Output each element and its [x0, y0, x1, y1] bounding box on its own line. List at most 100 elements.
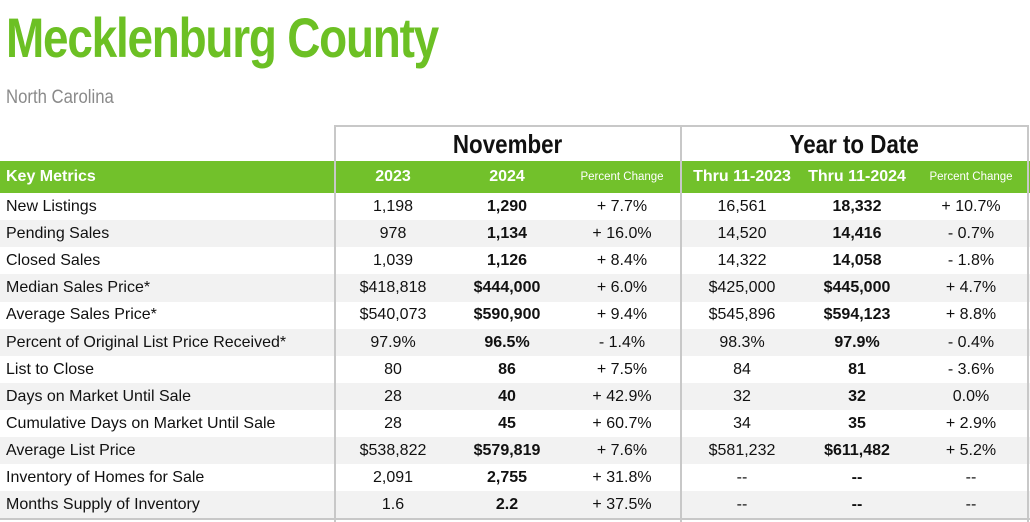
ytd-2023: 84: [733, 360, 751, 378]
metric-cell: Average List Price: [6, 441, 136, 459]
ytd-percent-change: + 10.7%: [941, 198, 1001, 215]
table-row: New Listings 1,198 1,290 + 7.7% 16,561 18,332…: [0, 193, 1030, 220]
value-2024: 2.2: [495, 496, 519, 514]
ytd-percent-change: 0.0%: [952, 387, 990, 405]
ytd-2023: 32: [733, 387, 751, 405]
metric-cell: Months Supply of Inventory: [6, 496, 200, 514]
header-thru-2024: Thru 11-2024: [808, 168, 906, 185]
value-2023: $538,822: [359, 441, 427, 459]
value-2023: 80: [384, 360, 402, 378]
divider-left: [334, 161, 336, 522]
percent-change: + 6.0%: [596, 279, 648, 297]
table-row: Median Sales Price* $418,818 $444,000 + 6.0…: [0, 274, 1030, 302]
value-2023: 28: [384, 387, 402, 405]
ytd-percent-change: - 3.6%: [947, 360, 995, 378]
header-ytd-percent-change: Percent Change: [929, 171, 1013, 183]
ytd-percent-change: + 5.2%: [945, 441, 997, 459]
value-2023: 28: [384, 414, 402, 432]
ytd-2023: 14,520: [717, 225, 767, 243]
ytd-2024: 97.9%: [834, 333, 880, 351]
ytd-2024: $594,123: [823, 306, 891, 324]
value-2024: 1,126: [486, 252, 528, 270]
value-2023: 1.6: [381, 496, 405, 514]
table-row: Average List Price $538,822 $579,819 + 7.6%…: [0, 436, 1030, 465]
ytd-2024: 14,416: [832, 225, 882, 243]
ytd-2024: 18,332: [832, 198, 882, 215]
value-2023: $540,073: [359, 306, 427, 324]
table-row: Months Supply of Inventory 1.6 2.2 + 37.5% -…: [0, 491, 1030, 519]
percent-change: + 7.5%: [596, 360, 648, 378]
ytd-2023: 98.3%: [719, 333, 765, 351]
value-2024: 86: [498, 360, 516, 378]
group-header-ytd: Year to Date: [680, 125, 1029, 161]
value-2024: $590,900: [473, 306, 541, 324]
ytd-percent-change: + 2.9%: [945, 414, 997, 432]
table-row: Cumulative Days on Market Until Sale 28 45…: [0, 410, 1030, 437]
value-2023: 1,039: [372, 252, 414, 270]
ytd-percent-change: + 8.8%: [945, 306, 997, 324]
ytd-2024: 32: [848, 387, 866, 405]
value-2023: 97.9%: [370, 333, 416, 351]
value-2023: 978: [379, 225, 407, 243]
ytd-2024: $445,000: [823, 279, 891, 297]
percent-change: + 16.0%: [592, 225, 652, 243]
table-row: Closed Sales 1,039 1,126 + 8.4% 14,322 14,058…: [0, 247, 1030, 274]
table-row: Average Sales Price* $540,073 $590,900 + 9.…: [0, 301, 1030, 328]
table-row: Percent of Original List Price Received*…: [0, 328, 1030, 356]
value-2024: $444,000: [473, 279, 541, 297]
ytd-percent-change: - 0.7%: [947, 225, 995, 243]
ytd-percent-change: + 4.7%: [945, 279, 997, 297]
page-title: Mecklenburg County: [6, 6, 439, 69]
value-2024: 2,755: [486, 469, 528, 486]
ytd-2023: --: [736, 469, 748, 486]
table-bottom-border: [0, 518, 1030, 520]
ytd-2024: 35: [848, 414, 866, 432]
divider-right: [1027, 161, 1029, 522]
percent-change: + 31.8%: [592, 469, 652, 486]
metric-cell: Days on Market Until Sale: [6, 387, 191, 405]
percent-change: + 42.9%: [592, 387, 652, 405]
ytd-percent-change: - 0.4%: [947, 333, 995, 351]
ytd-percent-change: --: [965, 496, 977, 514]
ytd-2023: $545,896: [708, 306, 776, 324]
ytd-2023: 34: [733, 414, 751, 432]
page-subtitle: North Carolina: [6, 87, 114, 108]
metric-cell: Percent of Original List Price Received*: [6, 333, 287, 351]
percent-change: + 60.7%: [592, 414, 652, 432]
metric-cell: Median Sales Price*: [6, 279, 151, 297]
value-2023: 1,198: [372, 198, 414, 215]
ytd-2023: 14,322: [717, 252, 767, 270]
group-header-november: November: [334, 125, 680, 161]
value-2024: 96.5%: [484, 333, 530, 351]
percent-change: + 8.4%: [596, 252, 648, 270]
metric-cell: Cumulative Days on Market Until Sale: [6, 414, 276, 432]
table-row: Pending Sales 978 1,134 + 16.0% 14,520 14,416…: [0, 220, 1030, 248]
value-2023: $418,818: [359, 279, 427, 297]
value-2023: 2,091: [372, 469, 414, 486]
metric-cell: Average Sales Price*: [6, 306, 157, 324]
ytd-2023: $581,232: [708, 441, 776, 459]
ytd-2024: --: [851, 469, 863, 486]
metric-cell: Closed Sales: [6, 252, 101, 270]
table-row: Days on Market Until Sale 28 40 + 42.9% 32 32…: [0, 382, 1030, 410]
ytd-2024: 14,058: [832, 252, 882, 270]
ytd-percent-change: - 1.8%: [947, 252, 995, 270]
metric-cell: Pending Sales: [6, 225, 110, 243]
header-2023: 2023: [375, 168, 411, 185]
ytd-percent-change: --: [965, 469, 977, 486]
percent-change: + 37.5%: [592, 496, 652, 514]
percent-change: + 9.4%: [596, 306, 648, 324]
percent-change: + 7.6%: [596, 441, 648, 459]
value-2024: 1,290: [486, 198, 528, 215]
ytd-2023: --: [736, 496, 748, 514]
value-2024: $579,819: [473, 441, 541, 459]
table-row: Inventory of Homes for Sale 2,091 2,755 + 3…: [0, 464, 1030, 491]
divider-middle: [680, 161, 682, 522]
value-2024: 45: [498, 414, 516, 432]
value-2024: 40: [498, 387, 516, 405]
header-thru-2023: Thru 11-2023: [693, 168, 791, 185]
value-2024: 1,134: [486, 225, 528, 243]
ytd-2024: $611,482: [824, 441, 890, 459]
percent-change: + 7.7%: [596, 198, 648, 215]
metric-cell: List to Close: [6, 360, 95, 378]
